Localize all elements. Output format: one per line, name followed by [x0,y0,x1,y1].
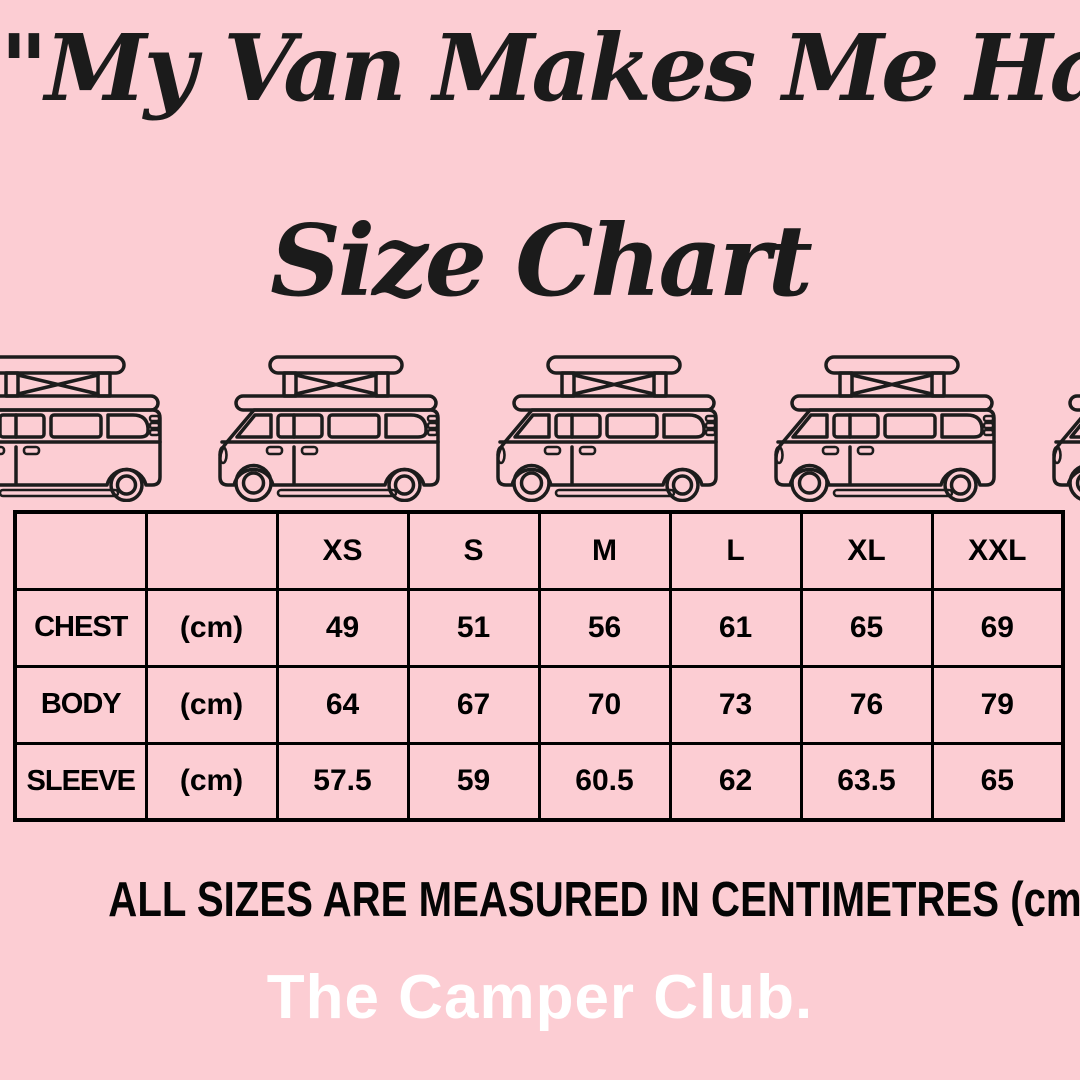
table-cell: 59 [406,741,541,822]
table-cell: 51 [406,587,541,668]
row-unit: (cm) [144,741,279,822]
size-col-header-m: M [537,510,672,591]
table-cell: 60.5 [537,741,672,822]
table-cell: 62 [668,741,803,822]
table-cell: 56 [537,587,672,668]
table-cell: 64 [275,664,410,745]
brand-name: The Camper Club. [266,963,814,1032]
table-cell: 73 [668,664,803,745]
table-corner-cell [144,510,279,591]
campervan-icon [764,352,1004,502]
size-col-header-xs: XS [275,510,410,591]
row-unit: (cm) [144,587,279,668]
table-cell: 65 [799,587,934,668]
campervan-icon [208,352,448,502]
table-row-chest: CHEST (cm) 49 51 56 61 65 69 [13,587,1065,668]
table-cell: 70 [537,664,672,745]
table-corner-cell [13,510,148,591]
table-cell: 65 [930,741,1065,822]
size-chart-title: Size Chart [270,204,813,319]
size-col-header-s: S [406,510,541,591]
table-cell: 79 [930,664,1065,745]
table-cell: 69 [930,587,1065,668]
size-col-header-xxl: XXL [930,510,1065,591]
size-table-header-row: XS S M L XL XXL [13,510,1065,591]
table-cell: 61 [668,587,803,668]
table-row-sleeve: SLEEVE (cm) 57.5 59 60.5 62 63.5 65 [13,741,1065,822]
quote-title: "My Van Makes Me Happy" [0,14,1080,122]
campervan-strip [0,352,1080,502]
campervan-icon [1042,352,1080,502]
measurement-note: ALL SIZES ARE MEASURED IN CENTIMETRES (c… [0,872,1080,928]
row-label-body: BODY [13,664,148,745]
table-cell: 63.5 [799,741,934,822]
row-label-chest: CHEST [13,587,148,668]
size-table: XS S M L XL XXL CHEST (cm) 49 51 56 61 6… [13,510,1065,822]
table-cell: 76 [799,664,934,745]
campervan-icon [0,352,170,502]
table-cell: 57.5 [275,741,410,822]
table-row-body: BODY (cm) 64 67 70 73 76 79 [13,664,1065,745]
size-col-header-xl: XL [799,510,934,591]
measurement-note-text: ALL SIZES ARE MEASURED IN CENTIMETRES (c… [108,873,1080,927]
size-col-header-l: L [668,510,803,591]
row-label-sleeve: SLEEVE [13,741,148,822]
table-cell: 49 [275,587,410,668]
campervan-icon [486,352,726,502]
row-unit: (cm) [144,664,279,745]
table-cell: 67 [406,664,541,745]
